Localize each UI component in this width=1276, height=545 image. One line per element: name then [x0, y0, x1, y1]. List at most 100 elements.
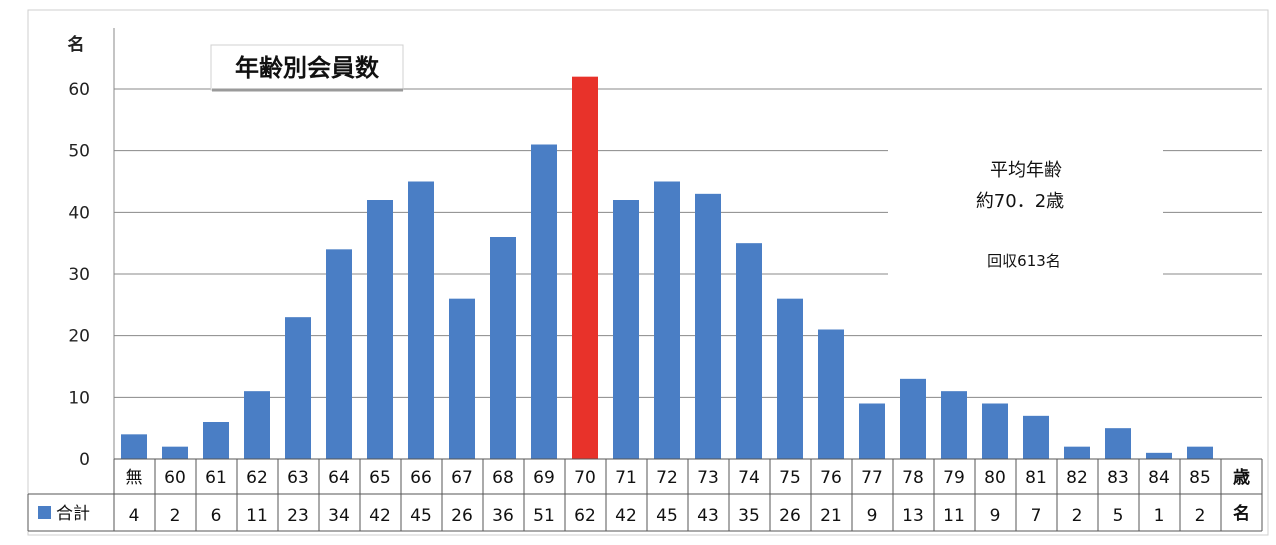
- x-tick-label: 73: [697, 468, 719, 488]
- bar-63: [285, 317, 311, 459]
- x-tick-label: 62: [246, 468, 268, 488]
- data-label: 6: [211, 506, 222, 526]
- x-tick-label: 67: [451, 468, 473, 488]
- x-tick-label: 65: [369, 468, 391, 488]
- data-label: 7: [1031, 506, 1042, 526]
- x-tick-label: 82: [1066, 468, 1088, 488]
- x-tick-label: 71: [615, 468, 637, 488]
- x-axis-unit-label: 歳: [1233, 467, 1250, 488]
- data-label: 2: [170, 506, 181, 526]
- data-label: 9: [990, 506, 1001, 526]
- bar-72: [654, 181, 680, 459]
- data-label: 4: [129, 506, 140, 526]
- legend-label: 合計: [56, 504, 90, 524]
- average-age-label: 平均年齢: [990, 160, 1062, 181]
- average-age-value: 約70．2歳: [976, 191, 1064, 212]
- x-tick-label: 69: [533, 468, 555, 488]
- y-tick-label: 0: [79, 450, 90, 470]
- bar-84: [1146, 452, 1172, 459]
- bar-76: [818, 329, 844, 459]
- data-label: 34: [328, 506, 350, 526]
- bar-79: [941, 391, 967, 459]
- bar-無: [121, 434, 147, 459]
- x-tick-label: 72: [656, 468, 678, 488]
- bar-77: [859, 403, 885, 459]
- bar-73: [695, 193, 721, 460]
- y-tick-label: 20: [68, 327, 90, 347]
- data-label: 43: [697, 506, 719, 526]
- x-tick-label: 85: [1189, 468, 1211, 488]
- data-label: 11: [943, 506, 965, 526]
- bar-66: [408, 181, 434, 459]
- x-tick-label: 74: [738, 468, 760, 488]
- data-label: 36: [492, 506, 514, 526]
- x-tick-label: 81: [1025, 468, 1047, 488]
- x-tick-label: 80: [984, 468, 1006, 488]
- data-label: 26: [779, 506, 801, 526]
- bar-78: [900, 378, 926, 459]
- x-tick-label: 63: [287, 468, 309, 488]
- bar-80: [982, 403, 1008, 459]
- data-label: 42: [369, 506, 391, 526]
- title-box: [210, 44, 404, 91]
- y-tick-label: 10: [68, 388, 90, 408]
- x-tick-label: 78: [902, 468, 924, 488]
- data-label: 9: [867, 506, 878, 526]
- x-tick-label: 61: [205, 468, 227, 488]
- bar-64: [326, 249, 352, 459]
- data-label: 51: [533, 506, 555, 526]
- chart-title: 年齢別会員数: [235, 54, 380, 82]
- data-label: 62: [574, 506, 596, 526]
- bar-85: [1187, 446, 1213, 459]
- data-label: 13: [902, 506, 924, 526]
- bar-82: [1064, 446, 1090, 459]
- data-label: 45: [410, 506, 432, 526]
- data-label: 1: [1154, 506, 1165, 526]
- data-label: 26: [451, 506, 473, 526]
- y-tick-label: 60: [68, 80, 90, 100]
- x-tick-label: 75: [779, 468, 801, 488]
- collected-count: 回収613名: [987, 252, 1061, 270]
- x-tick-label: 60: [164, 468, 186, 488]
- bar-81: [1023, 415, 1049, 459]
- bar-83: [1105, 428, 1131, 459]
- data-label: 11: [246, 506, 268, 526]
- x-tick-label: 70: [574, 468, 596, 488]
- data-label: 5: [1113, 506, 1124, 526]
- x-tick-label: 79: [943, 468, 965, 488]
- bar-60: [162, 446, 188, 459]
- data-label: 35: [738, 506, 760, 526]
- bar-68: [490, 237, 516, 459]
- table-unit-label: 名: [1233, 503, 1250, 524]
- legend-swatch: [38, 506, 51, 519]
- x-tick-label: 66: [410, 468, 432, 488]
- x-tick-label: 76: [820, 468, 842, 488]
- data-label: 2: [1072, 506, 1083, 526]
- x-tick-label: 68: [492, 468, 514, 488]
- bar-67: [449, 298, 475, 459]
- x-tick-label: 84: [1148, 468, 1170, 488]
- x-tick-label: 77: [861, 468, 883, 488]
- y-tick-label: 50: [68, 142, 90, 162]
- bar-75: [777, 298, 803, 459]
- x-tick-label: 無: [126, 468, 143, 488]
- bar-71: [613, 200, 639, 459]
- chart-frame: [27, 9, 1269, 536]
- bar-62: [244, 391, 270, 459]
- y-tick-label: 30: [68, 265, 90, 285]
- bar-65: [367, 200, 393, 459]
- x-tick-label: 83: [1107, 468, 1129, 488]
- bar-70: [572, 76, 598, 460]
- data-label: 2: [1195, 506, 1206, 526]
- data-label: 23: [287, 506, 309, 526]
- bar-74: [736, 243, 762, 459]
- bar-61: [203, 422, 229, 459]
- x-tick-label: 64: [328, 468, 350, 488]
- bar-69: [531, 144, 557, 459]
- data-label: 45: [656, 506, 678, 526]
- data-label: 42: [615, 506, 637, 526]
- data-label: 21: [820, 506, 842, 526]
- y-tick-label: 40: [68, 203, 90, 223]
